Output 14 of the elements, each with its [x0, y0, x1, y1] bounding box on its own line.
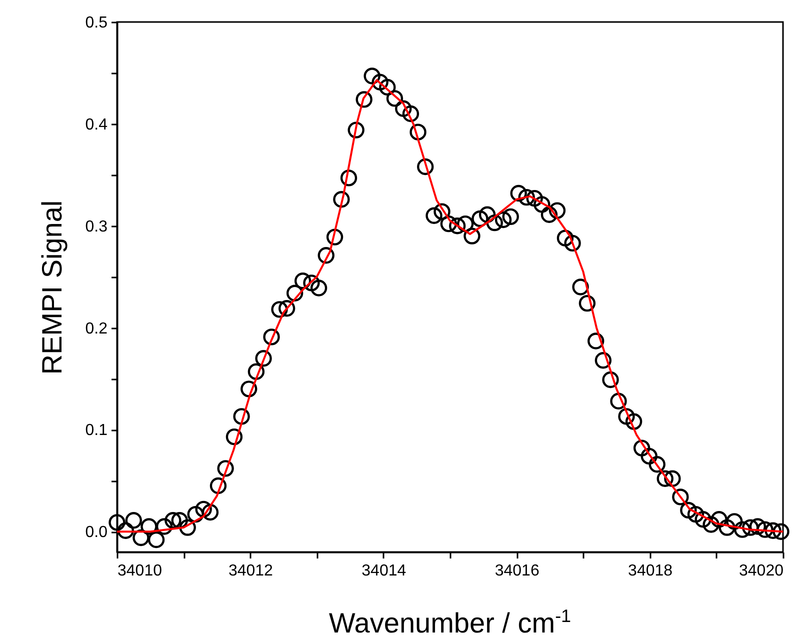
y-axis-title: REMPI Signal — [36, 200, 68, 375]
y-tick-label: 0.1 — [85, 422, 108, 440]
x-tick-label: 34016 — [494, 562, 540, 580]
x-tick-label: 34012 — [228, 562, 274, 580]
y-tick-label: 0.3 — [85, 218, 108, 236]
y-tick-label: 0.0 — [85, 524, 108, 542]
x-tick-label: 34020 — [739, 562, 784, 580]
x-tick-label: 34014 — [362, 562, 406, 580]
y-tick-label: 0.4 — [85, 116, 108, 134]
x-axis-title: Wavenumber / cm$^{-1}$ — [328, 605, 572, 640]
y-tick-label: 0.2 — [85, 320, 108, 338]
y-tick-label: 0.5 — [85, 14, 108, 32]
x-tick-label: 34018 — [628, 562, 673, 580]
x-tick-label: 34010 — [118, 562, 162, 580]
